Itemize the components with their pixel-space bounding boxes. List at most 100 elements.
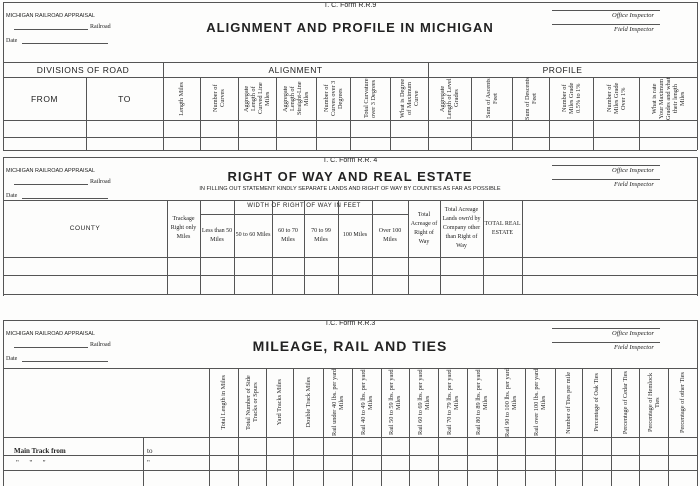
table-cell[interactable]: [372, 257, 408, 275]
table-cell[interactable]: [522, 257, 697, 275]
table-cell[interactable]: [668, 437, 697, 455]
table-cell[interactable]: [304, 257, 338, 275]
table-cell[interactable]: [167, 275, 200, 294]
table-cell[interactable]: [200, 275, 234, 294]
table-cell[interactable]: [467, 470, 497, 486]
table-cell[interactable]: [3, 120, 86, 137]
table-cell[interactable]: [525, 455, 555, 470]
table-cell[interactable]: [555, 437, 582, 455]
table-cell[interactable]: [209, 470, 238, 486]
table-cell[interactable]: [338, 275, 372, 294]
table-cell[interactable]: [582, 455, 611, 470]
table-cell[interactable]: [323, 455, 352, 470]
table-cell[interactable]: [555, 470, 582, 486]
table-cell[interactable]: [582, 470, 611, 486]
table-cell[interactable]: [209, 455, 238, 470]
table-cell[interactable]: [316, 137, 350, 150]
table-cell[interactable]: [408, 275, 440, 294]
table-cell[interactable]: [611, 470, 639, 486]
table-cell[interactable]: [409, 455, 438, 470]
table-cell[interactable]: [497, 470, 525, 486]
table-cell[interactable]: [381, 470, 409, 486]
table-cell[interactable]: [467, 437, 497, 455]
table-cell[interactable]: [3, 137, 86, 150]
table-cell[interactable]: [238, 437, 266, 455]
table-cell[interactable]: [200, 257, 234, 275]
table-cell[interactable]: [467, 455, 497, 470]
table-cell[interactable]: [639, 455, 668, 470]
table-cell[interactable]: [372, 275, 408, 294]
table-cell[interactable]: [293, 470, 323, 486]
table-cell[interactable]: [639, 120, 697, 137]
table-cell[interactable]: [668, 470, 697, 486]
table-cell[interactable]: [381, 455, 409, 470]
table-cell[interactable]: [522, 275, 697, 294]
table-cell[interactable]: [234, 257, 272, 275]
table-cell[interactable]: [512, 137, 549, 150]
table-cell[interactable]: [3, 257, 167, 275]
table-cell[interactable]: [611, 437, 639, 455]
table-cell[interactable]: [238, 470, 266, 486]
table-cell[interactable]: [304, 275, 338, 294]
table-cell[interactable]: [390, 120, 428, 137]
table-cell[interactable]: [483, 257, 522, 275]
table-cell[interactable]: [352, 455, 381, 470]
table-cell[interactable]: [323, 437, 352, 455]
table-cell[interactable]: [381, 437, 409, 455]
table-cell[interactable]: [234, 275, 272, 294]
table-cell[interactable]: [352, 470, 381, 486]
table-cell[interactable]: [549, 120, 593, 137]
table-cell[interactable]: [272, 275, 304, 294]
table-cell[interactable]: [200, 137, 238, 150]
table-cell[interactable]: [86, 120, 163, 137]
table-cell[interactable]: [209, 437, 238, 455]
table-cell[interactable]: [428, 137, 471, 150]
table-cell[interactable]: [167, 257, 200, 275]
table-cell[interactable]: [438, 470, 467, 486]
table-cell[interactable]: [438, 437, 467, 455]
table-cell[interactable]: [3, 275, 167, 294]
table-cell[interactable]: [293, 437, 323, 455]
table-cell[interactable]: [483, 275, 522, 294]
table-cell[interactable]: [390, 137, 428, 150]
table-cell[interactable]: [438, 455, 467, 470]
table-cell[interactable]: [163, 137, 200, 150]
table-cell[interactable]: [525, 470, 555, 486]
table-cell[interactable]: [276, 120, 316, 137]
table-cell[interactable]: [293, 455, 323, 470]
table-cell[interactable]: [86, 137, 163, 150]
table-cell[interactable]: [593, 137, 639, 150]
table-cell[interactable]: [266, 470, 293, 486]
table-cell[interactable]: [338, 257, 372, 275]
table-cell[interactable]: [471, 137, 512, 150]
table-cell[interactable]: [350, 137, 390, 150]
table-cell[interactable]: [276, 137, 316, 150]
table-cell[interactable]: [668, 455, 697, 470]
table-cell[interactable]: [408, 257, 440, 275]
table-cell[interactable]: [593, 120, 639, 137]
table-cell[interactable]: [238, 120, 276, 137]
table-cell[interactable]: [350, 120, 390, 137]
table-cell[interactable]: [440, 275, 483, 294]
table-cell[interactable]: [163, 120, 200, 137]
table-cell[interactable]: [639, 470, 668, 486]
table-cell[interactable]: [409, 470, 438, 486]
table-cell[interactable]: [555, 455, 582, 470]
table-cell[interactable]: [200, 120, 238, 137]
table-cell[interactable]: [639, 137, 697, 150]
table-cell[interactable]: [471, 120, 512, 137]
table-cell[interactable]: [266, 455, 293, 470]
table-cell[interactable]: [639, 437, 668, 455]
table-cell[interactable]: [497, 455, 525, 470]
table-cell[interactable]: [611, 455, 639, 470]
table-cell[interactable]: [323, 470, 352, 486]
table-cell[interactable]: [352, 437, 381, 455]
table-cell[interactable]: [272, 257, 304, 275]
table-cell[interactable]: [525, 437, 555, 455]
table-cell[interactable]: [316, 120, 350, 137]
table-cell[interactable]: [266, 437, 293, 455]
table-cell[interactable]: [582, 437, 611, 455]
table-cell[interactable]: [440, 257, 483, 275]
table-cell[interactable]: [512, 120, 549, 137]
table-cell[interactable]: [549, 137, 593, 150]
